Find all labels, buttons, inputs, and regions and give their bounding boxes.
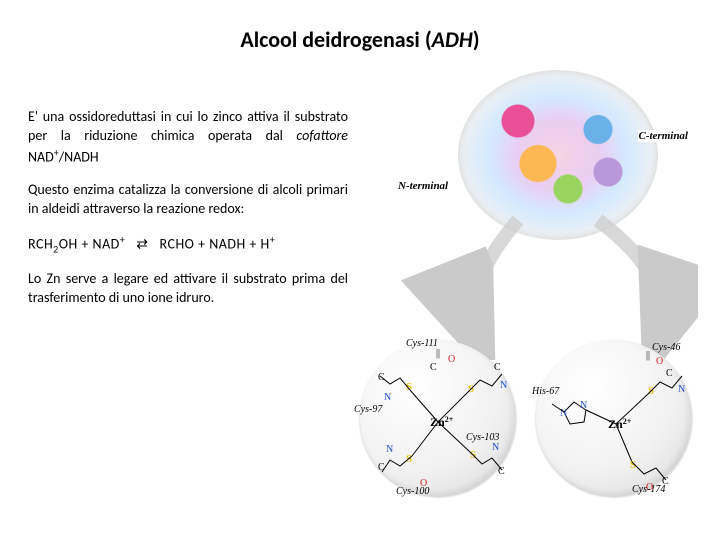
svg-text:C: C — [666, 368, 673, 379]
svg-text:O: O — [448, 354, 455, 365]
site2-res-0: Cys-46 — [652, 342, 680, 353]
site2-res-1: His-67 — [532, 386, 559, 397]
p1-b: NAD — [28, 148, 54, 165]
p1-cofattore: cofattore — [296, 127, 348, 144]
zinc-site-2: S S N N O || — [536, 340, 692, 496]
title-abbrev: ADH — [432, 26, 473, 53]
svg-text:C: C — [430, 362, 437, 373]
svg-text:C: C — [378, 372, 385, 383]
zinc-sites-row: S S S S O || C N C C — [360, 330, 700, 510]
slide-title: Alcool deidrogenasi (ADH) — [0, 26, 720, 53]
svg-text:N: N — [580, 400, 587, 411]
paragraph-2: Questo enzima catalizza la conversione d… — [28, 181, 348, 219]
site1-res-2: Cys-100 — [396, 486, 429, 497]
site1-svg: S S S S O || C N C C — [360, 340, 516, 496]
svg-text:N: N — [500, 380, 507, 391]
equation: RCH2OH + NAD+ ⇄ RCHO + NADH + H+ — [28, 233, 348, 256]
p1-c: /NADH — [59, 148, 99, 165]
site1-res-0: Cys-111 — [406, 338, 438, 349]
site2-zn: Zn2+ — [608, 417, 632, 431]
eq-sup2: + — [270, 233, 275, 246]
protein-figure: C-terminal N-terminal — [398, 60, 698, 290]
svg-text:N: N — [384, 392, 391, 403]
paragraph-1: E' una ossidoreduttasi in cui lo zinco a… — [28, 108, 348, 167]
svg-text:N: N — [492, 442, 499, 453]
site2-svg: S S N N O || — [536, 340, 692, 496]
eq-lhs-b: OH + NAD — [59, 236, 120, 253]
eq-rhs-a: RCHO + NADH + H — [160, 236, 270, 253]
svg-text:C: C — [378, 462, 385, 473]
title-close: ) — [473, 26, 480, 53]
text-column: E' una ossidoreduttasi in cui lo zinco a… — [28, 108, 348, 322]
title-main: Alcool deidrogenasi ( — [240, 26, 431, 53]
svg-text:||: || — [646, 350, 650, 361]
paragraph-3: Lo Zn serve a legare ed attivare il subs… — [28, 270, 348, 308]
site2-res-2: Cys-174 — [632, 484, 665, 495]
site1-zn: Zn2+ — [430, 415, 454, 429]
svg-text:O: O — [656, 356, 663, 367]
eq-sup1: + — [120, 233, 125, 246]
svg-text:C: C — [494, 362, 501, 373]
svg-text:N: N — [386, 444, 393, 455]
eq-lhs-a: RCH — [28, 236, 53, 253]
slide-root: Alcool deidrogenasi (ADH) E' una ossidor… — [0, 0, 720, 540]
svg-text:N: N — [678, 384, 685, 395]
svg-text:C: C — [498, 466, 505, 477]
zinc-site-1: S S S S O || C N C C — [360, 340, 516, 496]
arrow-sweep-svg — [398, 60, 698, 360]
site1-res-3: Cys-103 — [466, 432, 499, 443]
site1-res-1: Cys-97 — [354, 404, 382, 415]
eq-arrow: ⇄ — [136, 236, 148, 253]
svg-text:||: || — [436, 348, 440, 359]
